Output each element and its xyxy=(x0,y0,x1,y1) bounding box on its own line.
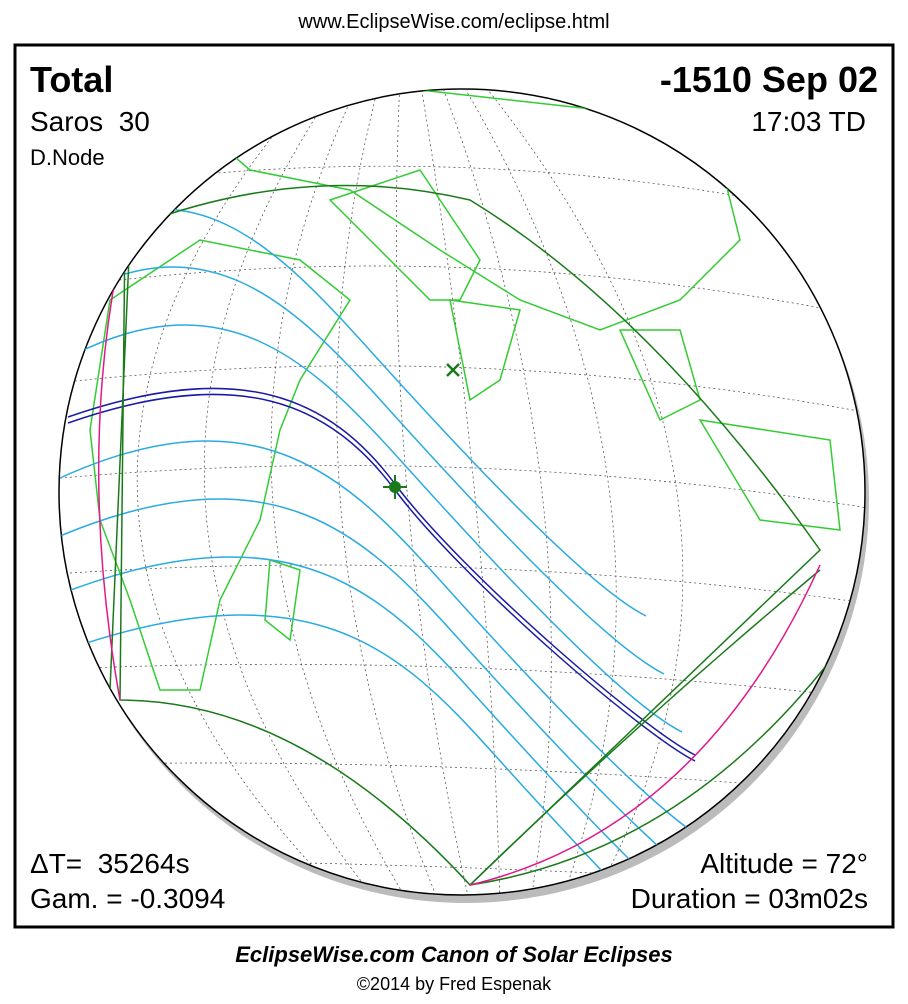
greatest-eclipse-star xyxy=(383,475,407,499)
meridian xyxy=(439,89,552,895)
eclipse-type: Total xyxy=(30,59,113,100)
eclipse-date: -1510 Sep 02 xyxy=(660,59,878,100)
globe xyxy=(58,88,866,896)
time: 17:03 TD xyxy=(751,106,866,137)
frame xyxy=(13,43,895,929)
map-layer xyxy=(59,89,865,895)
limit-line xyxy=(109,234,861,886)
parallel xyxy=(59,663,865,701)
copyright: ©2014 by Fred Espenak xyxy=(357,974,552,994)
penumbra-line xyxy=(59,614,773,895)
parallel xyxy=(59,265,865,321)
land xyxy=(264,558,301,642)
penumbra-line xyxy=(59,440,719,849)
penumbra-line xyxy=(59,324,683,733)
meridian xyxy=(336,89,441,895)
land xyxy=(178,89,741,331)
land xyxy=(618,329,701,422)
meridian xyxy=(419,89,501,895)
rise-set-line xyxy=(97,229,821,886)
land xyxy=(698,419,841,531)
meridian xyxy=(204,89,381,895)
meridian xyxy=(270,89,411,895)
limit-line xyxy=(119,184,821,887)
penumbra-line xyxy=(59,266,665,675)
meridian xyxy=(396,89,471,895)
penumbra-line xyxy=(59,498,737,895)
parallel xyxy=(59,365,865,416)
saros: Saros 30 xyxy=(30,106,150,137)
land xyxy=(89,239,351,691)
land xyxy=(449,299,521,402)
meridian xyxy=(459,89,617,895)
delta-t: ΔT= 35264s xyxy=(30,848,190,879)
url: www.EclipseWise.com/eclipse.html xyxy=(297,11,609,33)
penumbra-line xyxy=(59,556,755,895)
meridian xyxy=(136,89,351,895)
parallel xyxy=(59,465,865,511)
parallel xyxy=(59,564,865,606)
duration: Duration = 03m02s xyxy=(631,883,868,914)
footer-title: EclipseWise.com Canon of Solar Eclipses xyxy=(235,942,673,967)
max-duration-marker xyxy=(446,363,460,377)
node: D.Node xyxy=(30,145,105,170)
altitude: Altitude = 72° xyxy=(700,848,868,879)
parallel xyxy=(59,165,865,226)
land xyxy=(328,169,481,301)
meridian xyxy=(479,89,684,895)
gamma: Gam. = -0.3094 xyxy=(30,883,225,914)
